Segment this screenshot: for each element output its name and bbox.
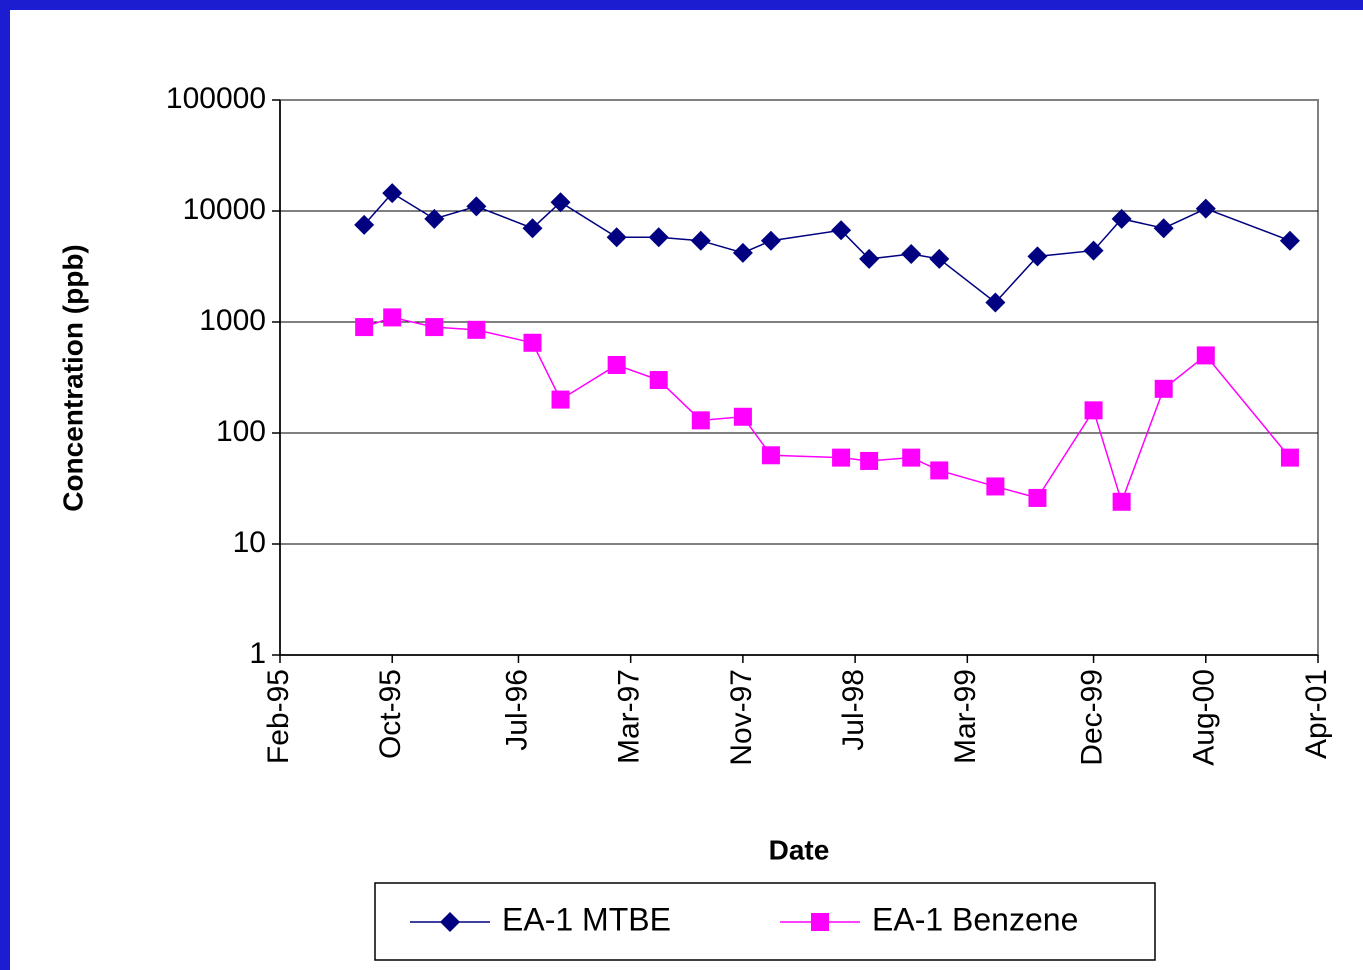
series-line	[363, 316, 1291, 505]
data-point	[761, 446, 780, 465]
data-point	[690, 230, 711, 251]
x-tick-label: Nov-97	[725, 669, 758, 766]
data-point	[606, 227, 627, 248]
data-point	[859, 248, 880, 269]
data-point	[1195, 198, 1216, 219]
y-tick-label: 1	[249, 637, 266, 670]
data-point	[425, 318, 444, 337]
data-point	[1154, 379, 1173, 398]
data-point	[550, 192, 571, 213]
data-point	[466, 196, 487, 217]
data-point	[649, 371, 668, 390]
x-tick-label: Jul-96	[500, 669, 533, 751]
legend-box	[374, 882, 1156, 961]
x-axis-title: Date	[769, 834, 830, 865]
data-point	[1111, 208, 1132, 229]
data-point	[1028, 488, 1047, 507]
data-point	[1084, 401, 1103, 420]
data-point	[1083, 240, 1104, 261]
legend-label: EA-1 Benzene	[872, 901, 1078, 937]
data-point	[382, 183, 403, 204]
data-point	[1112, 492, 1131, 511]
x-tick-label: Dec-99	[1075, 669, 1108, 766]
y-tick-label: 100	[216, 415, 266, 448]
y-axis-title: Concentration (ppb)	[57, 244, 88, 512]
y-tick-label: 100000	[166, 82, 266, 115]
data-point	[551, 390, 570, 409]
data-point	[1196, 346, 1215, 365]
legend-marker	[440, 912, 460, 932]
data-point	[648, 227, 669, 248]
data-point	[523, 333, 542, 352]
data-point	[1279, 230, 1300, 251]
data-point	[354, 214, 375, 235]
data-point	[929, 248, 950, 269]
data-point	[930, 461, 949, 480]
data-point	[860, 451, 879, 470]
data-point	[986, 477, 1005, 496]
data-point	[902, 448, 921, 467]
data-point	[607, 355, 626, 374]
data-point	[691, 411, 710, 430]
data-point	[832, 448, 851, 467]
data-point	[831, 220, 852, 241]
x-tick-label: Mar-97	[613, 669, 646, 764]
x-tick-label: Aug-00	[1188, 669, 1221, 766]
data-point	[985, 292, 1006, 313]
data-point	[1153, 218, 1174, 239]
data-point	[355, 318, 374, 337]
x-tick-label: Mar-99	[949, 669, 982, 764]
data-point	[733, 407, 752, 426]
y-tick-label: 1000	[199, 304, 266, 337]
chart-background	[10, 10, 1363, 970]
x-tick-label: Jul-98	[837, 669, 870, 751]
data-point	[901, 243, 922, 264]
data-point	[424, 208, 445, 229]
data-point	[1280, 448, 1299, 467]
data-point	[760, 230, 781, 251]
data-point	[383, 308, 402, 327]
x-tick-label: Feb-95	[262, 669, 295, 764]
x-tick-label: Oct-95	[374, 669, 407, 759]
legend-marker	[811, 913, 829, 931]
y-tick-label: 10000	[183, 193, 266, 226]
legend-label: EA-1 MTBE	[502, 901, 671, 937]
data-point	[1027, 246, 1048, 267]
data-point	[522, 218, 543, 239]
x-tick-label: Apr-01	[1300, 669, 1333, 759]
series-line	[363, 192, 1291, 304]
data-point	[732, 242, 753, 263]
y-tick-label: 10	[233, 526, 266, 559]
data-point	[467, 320, 486, 339]
